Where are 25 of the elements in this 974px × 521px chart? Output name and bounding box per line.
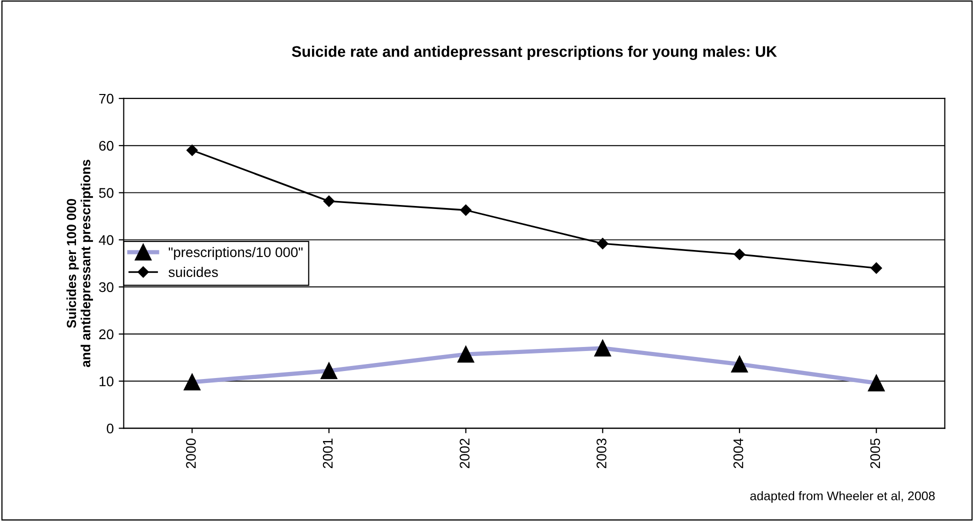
point xyxy=(597,238,608,250)
point xyxy=(186,144,198,156)
y-tick-label: 0 xyxy=(106,424,114,434)
y-tick-label: 50 xyxy=(99,188,114,198)
x-tick-label: 2004 xyxy=(733,438,744,468)
y-tick-label: 60 xyxy=(99,140,114,151)
x-tick-label: 2003 xyxy=(596,438,606,468)
y-tick-label: 30 xyxy=(99,282,114,292)
x-tick-label: 2000 xyxy=(186,438,196,468)
point xyxy=(734,248,746,260)
legend-label: "prescriptions/10 000" xyxy=(168,246,303,260)
chart-title: Suicide rate and antidepressant prescriptions for young males: UK xyxy=(292,46,777,60)
legend-label: suicides xyxy=(168,266,218,278)
y-axis-title: Suicides per 100 000 and antidepressant prescriptions xyxy=(66,160,93,368)
x-tick-label: 2002 xyxy=(460,438,470,468)
point xyxy=(870,262,882,274)
y-tick-label: 70 xyxy=(99,94,114,104)
x-tick-label: 2005 xyxy=(870,438,880,468)
y-tick-label: 40 xyxy=(98,235,114,245)
y-tick-label: 20 xyxy=(99,329,114,340)
x-tick-label: 2001 xyxy=(322,438,333,468)
text: adapted from Wheeler et al, 2008 xyxy=(750,491,935,503)
point xyxy=(323,196,335,207)
point xyxy=(460,204,472,216)
y-tick-label: 10 xyxy=(100,376,114,386)
